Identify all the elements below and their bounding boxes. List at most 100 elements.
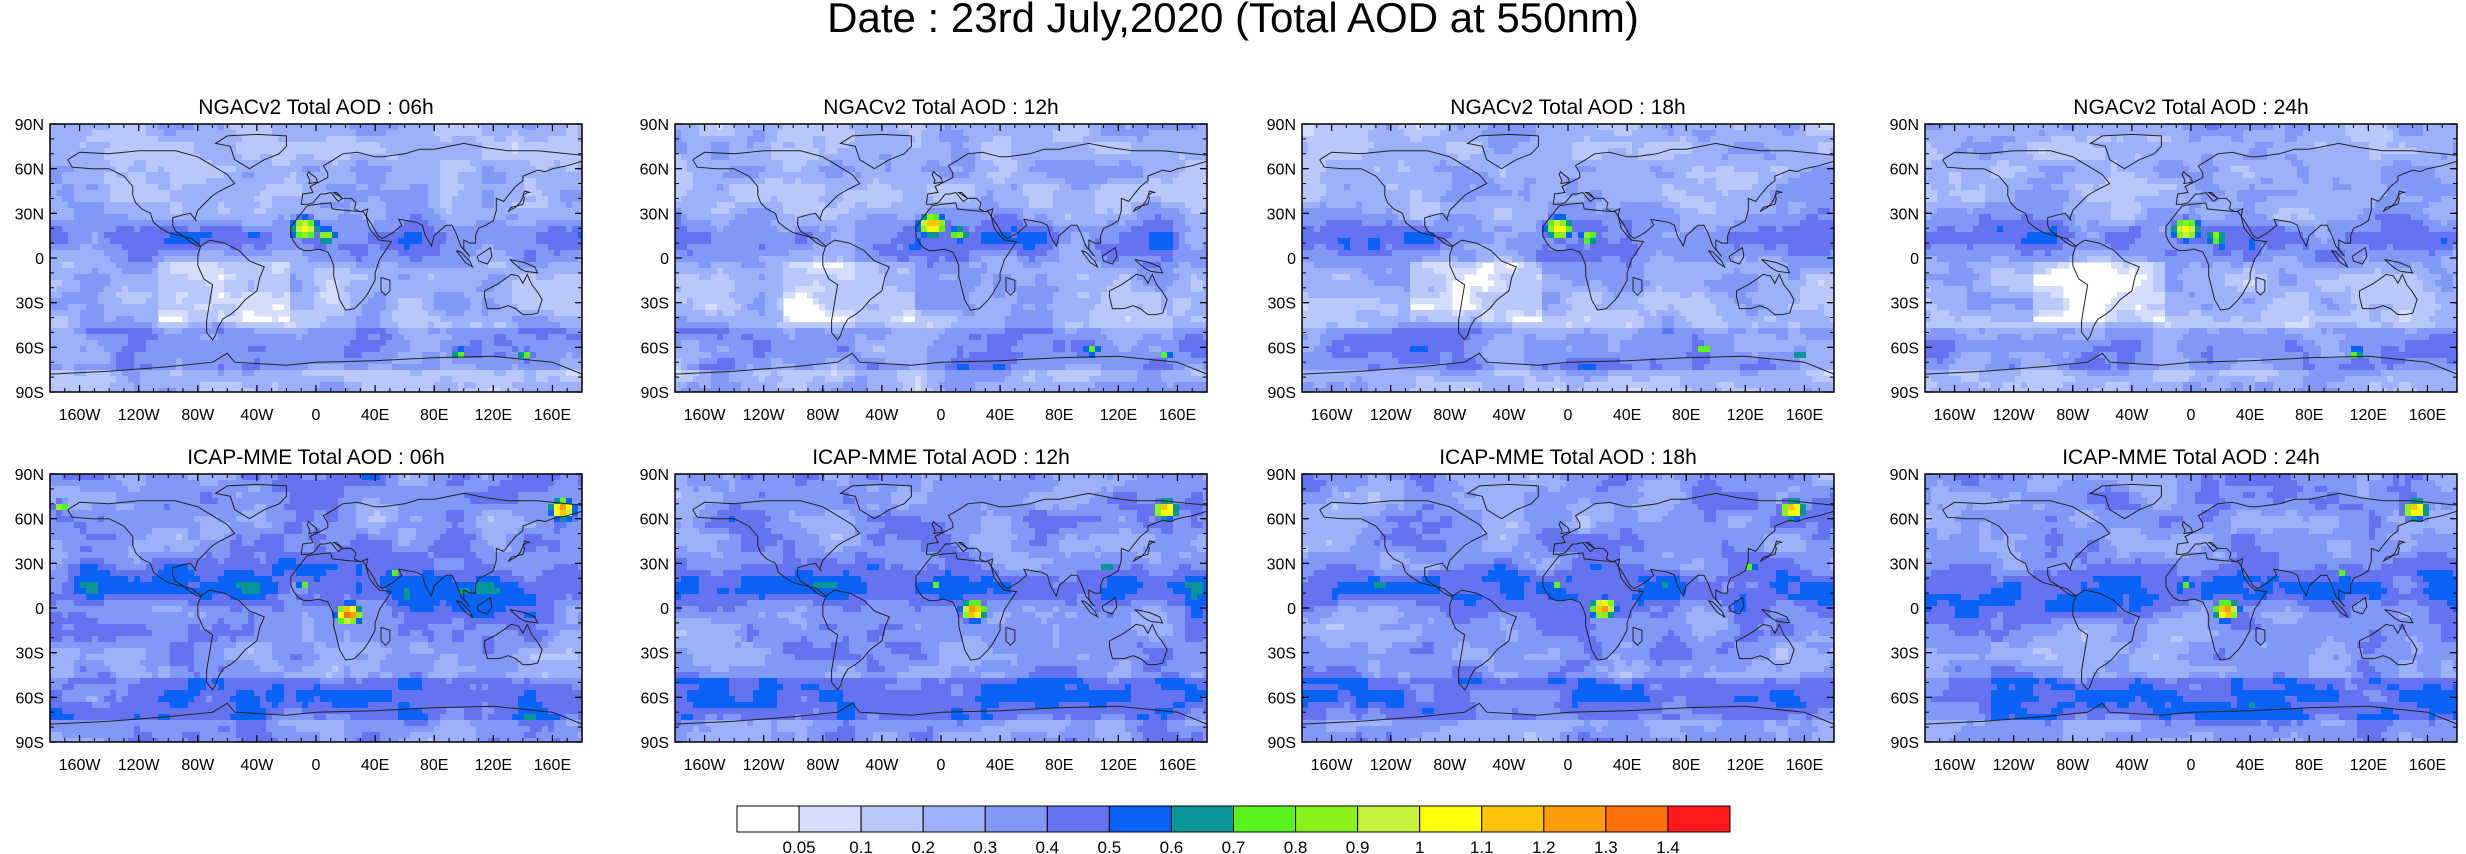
lon-label: 80W bbox=[806, 757, 840, 774]
lon-label: 160W bbox=[59, 407, 102, 424]
panel-title: NGACv2 Total AOD : 24h bbox=[2073, 96, 2308, 119]
lon-label: 160E bbox=[2409, 757, 2446, 774]
lon-label: 40E bbox=[986, 757, 1014, 774]
lat-label: 90N bbox=[640, 467, 669, 484]
lon-label: 120W bbox=[743, 407, 786, 424]
colorbar-swatch bbox=[1357, 805, 1421, 833]
coastlines bbox=[675, 483, 1207, 725]
coastlines bbox=[1302, 133, 1834, 375]
lon-label: 0 bbox=[1564, 757, 1573, 774]
lat-label: 30N bbox=[1890, 206, 1919, 223]
colorbar-swatch bbox=[1543, 805, 1607, 833]
lat-label: 60S bbox=[1268, 340, 1296, 357]
lon-label: 80W bbox=[2056, 407, 2090, 424]
colorbar-swatch bbox=[736, 805, 800, 833]
lat-label: 0 bbox=[1910, 601, 1919, 618]
lon-label: 40E bbox=[361, 757, 389, 774]
colorbar-swatch bbox=[1419, 805, 1483, 833]
lat-label: 0 bbox=[1287, 251, 1296, 268]
lon-label: 0 bbox=[1564, 407, 1573, 424]
coastlines bbox=[1925, 483, 2457, 725]
lon-label: 40E bbox=[2236, 757, 2264, 774]
coastlines bbox=[1925, 133, 2457, 375]
lon-label: 120W bbox=[1370, 407, 1413, 424]
lat-label: 30S bbox=[641, 646, 669, 663]
lat-label: 30N bbox=[1267, 556, 1296, 573]
lon-label: 0 bbox=[2187, 757, 2196, 774]
map-panel: NGACv2 Total AOD : 18h 90N 60N 30N 0 30S 60S 90… bbox=[1267, 96, 1835, 424]
aod-field bbox=[1302, 124, 1834, 392]
lat-label: 30N bbox=[640, 556, 669, 573]
lat-label: 60N bbox=[640, 512, 669, 529]
colorbar-swatch bbox=[922, 805, 986, 833]
colorbar-swatch bbox=[1295, 805, 1359, 833]
lat-label: 90S bbox=[1891, 735, 1919, 752]
lat-label: 30S bbox=[16, 296, 44, 313]
panel-title: NGACv2 Total AOD : 18h bbox=[1450, 96, 1685, 119]
aod-field bbox=[1925, 474, 2457, 742]
colorbar-swatch bbox=[1233, 805, 1297, 833]
lat-label: 30N bbox=[15, 206, 44, 223]
colorbar-swatch bbox=[1170, 805, 1234, 833]
lat-label: 60S bbox=[16, 690, 44, 707]
colorbar-label: 1.3 bbox=[1594, 838, 1618, 854]
lat-label: 30N bbox=[640, 206, 669, 223]
lon-label: 160W bbox=[1934, 407, 1977, 424]
colorbar-label: 0.1 bbox=[849, 838, 873, 854]
lat-label: 60S bbox=[1891, 340, 1919, 357]
lon-label: 160W bbox=[1311, 757, 1354, 774]
lon-label: 40W bbox=[2115, 407, 2149, 424]
lat-label: 60N bbox=[1267, 512, 1296, 529]
lon-label: 40W bbox=[865, 407, 899, 424]
lat-label: 60N bbox=[15, 162, 44, 179]
lat-label: 30S bbox=[641, 296, 669, 313]
map-panel: ICAP-MME Total AOD : 18h 90N 60N 30N 0 30S 60S… bbox=[1267, 446, 1835, 774]
lat-label: 90S bbox=[641, 385, 669, 402]
lon-label: 40W bbox=[2115, 757, 2149, 774]
colorbar-swatch bbox=[1667, 805, 1731, 833]
colorbar-label: 1.4 bbox=[1656, 838, 1680, 854]
lon-label: 40W bbox=[240, 407, 274, 424]
lon-label: 80E bbox=[1045, 407, 1073, 424]
lat-label: 90N bbox=[1890, 117, 1919, 134]
lon-label: 120W bbox=[1370, 757, 1413, 774]
lon-label: 80E bbox=[420, 407, 448, 424]
lon-label: 40E bbox=[1613, 407, 1641, 424]
lon-label: 0 bbox=[937, 407, 946, 424]
lat-label: 90S bbox=[1891, 385, 1919, 402]
lon-label: 160E bbox=[2409, 407, 2446, 424]
lat-label: 30S bbox=[1268, 296, 1296, 313]
colorbar-swatch bbox=[798, 805, 862, 833]
lon-label: 40W bbox=[240, 757, 274, 774]
lon-label: 80E bbox=[2295, 757, 2323, 774]
lon-label: 120E bbox=[1100, 407, 1137, 424]
lon-label: 160W bbox=[684, 407, 727, 424]
lat-label: 60S bbox=[641, 340, 669, 357]
colorbar-swatch bbox=[1108, 805, 1172, 833]
lon-label: 0 bbox=[937, 757, 946, 774]
lat-label: 90N bbox=[15, 117, 44, 134]
map-panel: ICAP-MME Total AOD : 24h 90N 60N 30N 0 30S 60S… bbox=[1890, 446, 2458, 774]
lon-label: 160E bbox=[1786, 407, 1823, 424]
colorbar-label: 0.3 bbox=[973, 838, 997, 854]
lon-label: 160W bbox=[59, 757, 102, 774]
colorbar-label: 0.05 bbox=[783, 838, 816, 854]
colorbar-swatch bbox=[1605, 805, 1669, 833]
lon-label: 0 bbox=[312, 407, 321, 424]
colorbar-label: 0.8 bbox=[1284, 838, 1308, 854]
lon-label: 40E bbox=[361, 407, 389, 424]
lat-label: 60S bbox=[1268, 690, 1296, 707]
colorbar-label: 0.4 bbox=[1035, 838, 1059, 854]
lat-label: 90N bbox=[1267, 467, 1296, 484]
panel-title: NGACv2 Total AOD : 06h bbox=[198, 96, 433, 119]
colorbar-label: 0.5 bbox=[1098, 838, 1122, 854]
lat-label: 90N bbox=[640, 117, 669, 134]
panel-title: ICAP-MME Total AOD : 18h bbox=[1439, 446, 1697, 469]
lat-label: 30N bbox=[1890, 556, 1919, 573]
colorbar-swatch bbox=[1481, 805, 1545, 833]
lat-label: 90S bbox=[1268, 735, 1296, 752]
lat-label: 90N bbox=[1890, 467, 1919, 484]
colorbar-label: 0.9 bbox=[1346, 838, 1370, 854]
lat-label: 60N bbox=[640, 162, 669, 179]
